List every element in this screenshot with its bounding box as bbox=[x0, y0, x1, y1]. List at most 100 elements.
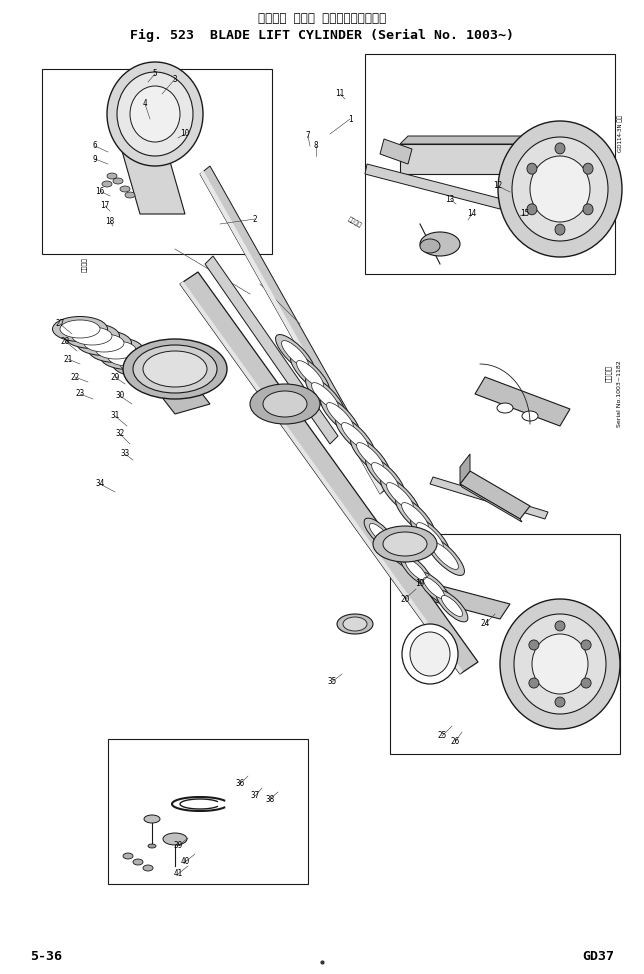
Ellipse shape bbox=[555, 143, 565, 154]
Ellipse shape bbox=[290, 355, 330, 393]
Ellipse shape bbox=[555, 697, 565, 707]
Ellipse shape bbox=[426, 537, 464, 576]
Ellipse shape bbox=[424, 578, 444, 598]
Text: 25: 25 bbox=[437, 731, 447, 740]
Ellipse shape bbox=[583, 204, 593, 215]
Polygon shape bbox=[460, 471, 530, 519]
Text: 24: 24 bbox=[480, 619, 489, 628]
Ellipse shape bbox=[123, 339, 227, 399]
Text: 適用範囲: 適用範囲 bbox=[605, 365, 611, 383]
Ellipse shape bbox=[337, 614, 373, 634]
Ellipse shape bbox=[107, 173, 117, 179]
Text: 18: 18 bbox=[106, 216, 115, 226]
Ellipse shape bbox=[497, 403, 513, 413]
Ellipse shape bbox=[312, 383, 338, 409]
Ellipse shape bbox=[148, 844, 156, 848]
Ellipse shape bbox=[113, 178, 123, 184]
Text: 14: 14 bbox=[468, 209, 477, 218]
Ellipse shape bbox=[120, 186, 130, 192]
Ellipse shape bbox=[527, 204, 537, 215]
Ellipse shape bbox=[336, 417, 374, 456]
Text: 1: 1 bbox=[348, 115, 352, 124]
Ellipse shape bbox=[388, 542, 408, 563]
Ellipse shape bbox=[442, 595, 462, 617]
Ellipse shape bbox=[60, 320, 100, 338]
Ellipse shape bbox=[305, 377, 345, 416]
Ellipse shape bbox=[583, 164, 593, 174]
Text: 40: 40 bbox=[180, 857, 189, 867]
Text: 26: 26 bbox=[450, 737, 460, 746]
Text: 23: 23 bbox=[75, 390, 84, 398]
Bar bbox=[42, 69, 272, 254]
Ellipse shape bbox=[357, 442, 383, 469]
Ellipse shape bbox=[96, 341, 136, 359]
Ellipse shape bbox=[386, 482, 413, 509]
Text: GD114-3N ほか: GD114-3N ほか bbox=[617, 116, 623, 153]
Ellipse shape bbox=[402, 624, 458, 684]
Polygon shape bbox=[405, 544, 420, 579]
Ellipse shape bbox=[113, 352, 167, 377]
Text: 36: 36 bbox=[235, 779, 245, 789]
Text: 5-36: 5-36 bbox=[30, 950, 62, 962]
Ellipse shape bbox=[431, 543, 459, 570]
Polygon shape bbox=[200, 170, 383, 494]
Ellipse shape bbox=[108, 348, 148, 366]
Ellipse shape bbox=[143, 351, 207, 387]
Ellipse shape bbox=[417, 523, 444, 549]
Text: 39: 39 bbox=[173, 842, 183, 850]
Text: 31: 31 bbox=[110, 411, 120, 421]
Polygon shape bbox=[400, 144, 530, 174]
Ellipse shape bbox=[522, 411, 538, 421]
Ellipse shape bbox=[321, 396, 359, 435]
Polygon shape bbox=[365, 164, 502, 209]
Ellipse shape bbox=[395, 497, 435, 536]
Ellipse shape bbox=[400, 554, 432, 586]
Ellipse shape bbox=[529, 678, 539, 688]
Ellipse shape bbox=[343, 617, 367, 631]
Ellipse shape bbox=[373, 526, 437, 562]
Polygon shape bbox=[405, 579, 510, 619]
Ellipse shape bbox=[143, 865, 153, 871]
Text: 29: 29 bbox=[110, 372, 120, 382]
Text: GD37: GD37 bbox=[582, 950, 614, 962]
Ellipse shape bbox=[530, 156, 590, 222]
Ellipse shape bbox=[498, 121, 622, 257]
Text: 27: 27 bbox=[55, 319, 64, 328]
Text: 17: 17 bbox=[100, 202, 109, 210]
Ellipse shape bbox=[88, 338, 144, 362]
Polygon shape bbox=[130, 346, 210, 414]
Text: 11: 11 bbox=[336, 90, 345, 98]
Text: 41: 41 bbox=[173, 870, 183, 879]
Ellipse shape bbox=[125, 192, 135, 198]
Text: Serial No.1003~1182: Serial No.1003~1182 bbox=[618, 360, 623, 428]
Ellipse shape bbox=[581, 678, 591, 688]
Text: 13: 13 bbox=[446, 195, 455, 204]
Text: 8: 8 bbox=[314, 141, 318, 151]
Ellipse shape bbox=[555, 224, 565, 235]
Polygon shape bbox=[205, 256, 338, 444]
Ellipse shape bbox=[581, 640, 591, 650]
Text: 33: 33 bbox=[120, 449, 129, 459]
Ellipse shape bbox=[410, 632, 450, 676]
Text: 38: 38 bbox=[265, 795, 274, 804]
Text: 適用範囲: 適用範囲 bbox=[347, 216, 363, 228]
Text: 7: 7 bbox=[306, 131, 310, 140]
Text: 21: 21 bbox=[63, 355, 73, 363]
Ellipse shape bbox=[250, 384, 320, 424]
Ellipse shape bbox=[100, 345, 155, 369]
Text: 5: 5 bbox=[153, 69, 157, 79]
Ellipse shape bbox=[406, 559, 426, 581]
Ellipse shape bbox=[350, 436, 390, 475]
Ellipse shape bbox=[276, 334, 314, 373]
Ellipse shape bbox=[436, 590, 468, 621]
Ellipse shape bbox=[102, 181, 112, 187]
Polygon shape bbox=[380, 139, 412, 164]
Ellipse shape bbox=[53, 317, 108, 342]
Text: 適用範囲: 適用範囲 bbox=[82, 256, 88, 272]
Ellipse shape bbox=[144, 815, 160, 823]
Polygon shape bbox=[460, 454, 470, 484]
Ellipse shape bbox=[297, 360, 323, 388]
Ellipse shape bbox=[410, 516, 450, 555]
Ellipse shape bbox=[117, 72, 193, 156]
Ellipse shape bbox=[370, 523, 390, 544]
